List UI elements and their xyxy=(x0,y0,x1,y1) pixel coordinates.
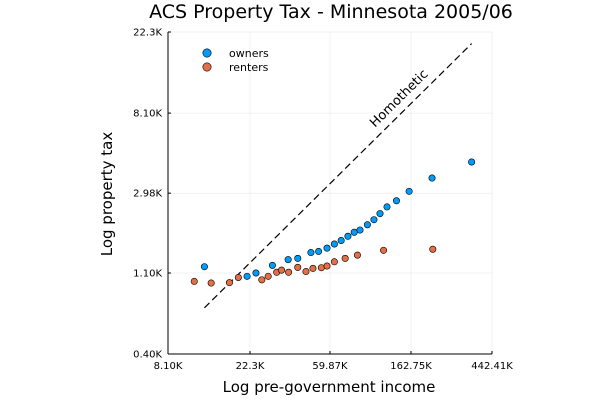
owners-point xyxy=(284,256,292,264)
legend-label-renters: renters xyxy=(229,61,269,74)
renters-point xyxy=(330,258,338,266)
y-tick-label: 0.40K xyxy=(133,350,162,361)
x-tick-label: 22.3K xyxy=(236,361,265,372)
owners-point xyxy=(337,237,345,245)
owners-point xyxy=(294,254,302,262)
owners-point xyxy=(323,244,331,252)
legend-label-owners: owners xyxy=(229,47,269,60)
owners-point xyxy=(376,210,384,218)
owners-point xyxy=(200,263,208,271)
chart-title: ACS Property Tax - Minnesota 2005/06 xyxy=(149,1,513,23)
legend-marker-owners xyxy=(202,48,212,58)
owners-point xyxy=(243,272,251,280)
y-tick-label: 22.3K xyxy=(133,28,162,39)
renters-point xyxy=(225,279,233,287)
owners-point xyxy=(344,232,352,240)
tick-labels: 8.10K 22.3K 59.87K 162.75K 442.41K 0.40K 1.10K… xyxy=(133,28,513,373)
owners-point xyxy=(268,261,276,269)
x-tick-label: 442.41K xyxy=(471,361,513,372)
homothetic-line xyxy=(204,43,473,309)
renters-point xyxy=(429,245,437,253)
owners-point xyxy=(356,226,364,234)
owners-point xyxy=(330,240,338,248)
owners-point xyxy=(392,197,400,205)
renters-point xyxy=(278,266,286,274)
owners-point xyxy=(468,158,476,166)
x-axis-label: Log pre-government income xyxy=(223,378,436,396)
renters-point xyxy=(258,276,266,284)
y-tick-label: 2.98K xyxy=(133,189,162,200)
renters-point xyxy=(264,272,272,280)
y-tick-label: 8.10K xyxy=(133,109,162,120)
renters-point xyxy=(234,273,242,281)
owners-point xyxy=(363,221,371,229)
renters-point xyxy=(294,263,302,271)
owners-point xyxy=(307,249,315,257)
owners-point xyxy=(405,187,413,195)
renters-point xyxy=(285,268,293,276)
x-tick-label: 162.75K xyxy=(390,361,432,372)
renters-point xyxy=(309,264,317,272)
owners-point xyxy=(350,228,358,236)
x-tick-label: 59.87K xyxy=(312,361,348,372)
y-axis-label: Log property tax xyxy=(98,132,116,257)
y-tick-label: 1.10K xyxy=(133,268,162,279)
legend-marker-renters xyxy=(202,62,212,72)
owners-point xyxy=(252,269,260,277)
renters-point xyxy=(380,246,388,254)
renters-point xyxy=(190,277,198,285)
owners-point xyxy=(315,247,323,255)
owners-point xyxy=(428,174,436,182)
renters-point xyxy=(323,262,331,270)
renters-point xyxy=(353,251,361,259)
renters-point xyxy=(207,279,215,287)
renters-point xyxy=(302,268,310,276)
owners-point xyxy=(370,216,378,224)
owners-point xyxy=(383,203,391,211)
data-points xyxy=(190,158,476,287)
x-tick-label: 8.10K xyxy=(154,361,183,372)
renters-point xyxy=(341,254,349,262)
